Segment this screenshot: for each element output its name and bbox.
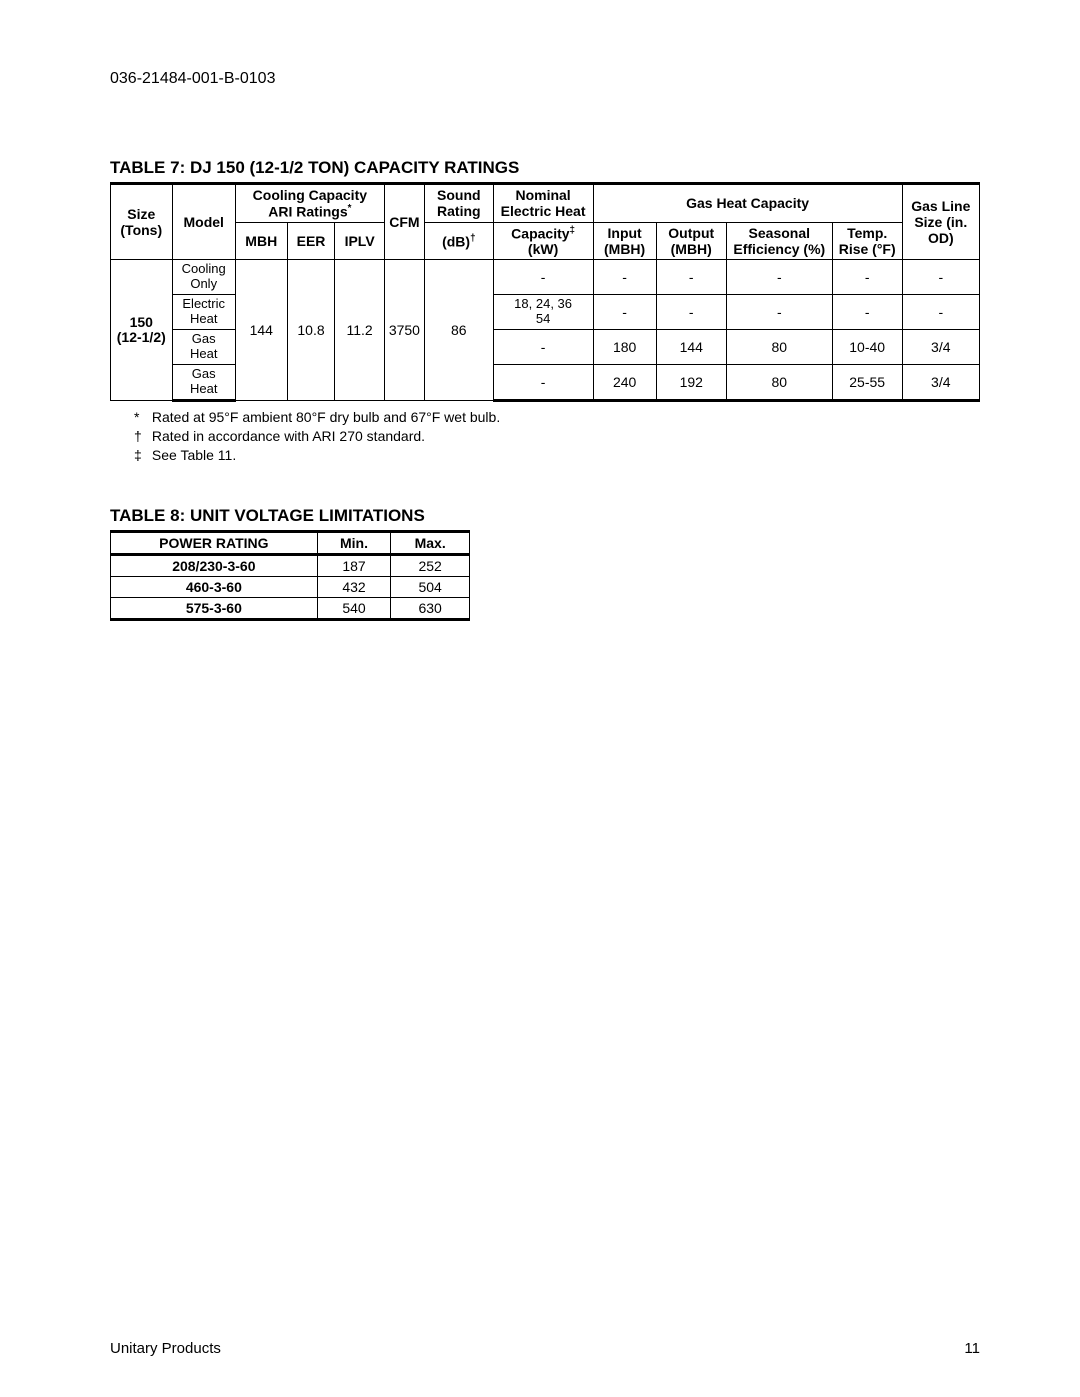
size-cell: 150(12-1/2) (111, 260, 173, 401)
gasline-cell: - (902, 295, 979, 330)
footer-page-number: 11 (964, 1340, 980, 1357)
table-row: 208/230-3-60 187 252 (111, 555, 470, 577)
output-cell: 192 (656, 364, 726, 400)
output-cell: - (656, 295, 726, 330)
sound-cell: 86 (424, 260, 493, 401)
footnote: † Rated in accordance with ARI 270 stand… (134, 427, 980, 446)
col-power-rating: POWER RATING (111, 532, 318, 555)
input-cell: 240 (593, 364, 656, 400)
max-cell: 504 (391, 577, 470, 598)
table-row: 460-3-60 432 504 (111, 577, 470, 598)
col-sound-sub: (dB)† (424, 222, 493, 260)
gasline-cell: 3/4 (902, 330, 979, 365)
col-min: Min. (317, 532, 391, 555)
model-cell: Cooling Only (172, 260, 235, 295)
col-mbh: MBH (235, 222, 287, 260)
table-row: 575-3-60 540 630 (111, 598, 470, 620)
col-sound: Sound Rating (424, 184, 493, 223)
col-model: Model (172, 184, 235, 260)
temp-cell: 10-40 (832, 330, 902, 365)
col-cfm: CFM (384, 184, 424, 260)
min-cell: 432 (317, 577, 391, 598)
col-output: Output (MBH) (656, 222, 726, 260)
seasonal-cell: - (726, 295, 832, 330)
input-cell: - (593, 260, 656, 295)
document-number: 036-21484-001-B-0103 (110, 70, 980, 88)
temp-cell: 25-55 (832, 364, 902, 400)
input-cell: 180 (593, 330, 656, 365)
max-cell: 630 (391, 598, 470, 620)
nominal-cell: - (493, 260, 593, 295)
footnote: ‡ See Table 11. (134, 446, 980, 465)
col-max: Max. (391, 532, 470, 555)
gasline-cell: - (902, 260, 979, 295)
col-cooling-group: Cooling Capacity ARI Ratings* (235, 184, 384, 223)
capacity-ratings-table: Size (Tons) Model Cooling Capacity ARI R… (110, 182, 980, 402)
footer-left: Unitary Products (110, 1340, 221, 1357)
seasonal-cell: 80 (726, 330, 832, 365)
table7-title: TABLE 7: DJ 150 (12-1/2 TON) CAPACITY RA… (110, 158, 980, 178)
min-cell: 187 (317, 555, 391, 577)
col-eer: EER (287, 222, 335, 260)
min-cell: 540 (317, 598, 391, 620)
mbh-cell: 144 (235, 260, 287, 401)
temp-cell: - (832, 295, 902, 330)
col-temp: Temp. Rise (°F) (832, 222, 902, 260)
power-rating-cell: 575-3-60 (111, 598, 318, 620)
col-nominal-sub: Capacity‡(kW) (493, 222, 593, 260)
table8-title: TABLE 8: UNIT VOLTAGE LIMITATIONS (110, 506, 980, 526)
cfm-cell: 3750 (384, 260, 424, 401)
eer-cell: 10.8 (287, 260, 335, 401)
col-seasonal: Seasonal Efficiency (%) (726, 222, 832, 260)
voltage-limitations-table: POWER RATING Min. Max. 208/230-3-60 187 … (110, 530, 470, 621)
footnote: * Rated at 95°F ambient 80°F dry bulb an… (134, 408, 980, 427)
power-rating-cell: 208/230-3-60 (111, 555, 318, 577)
nominal-cell: - (493, 330, 593, 365)
model-cell: Gas Heat (172, 364, 235, 400)
nominal-cell: 18, 24, 3654 (493, 295, 593, 330)
temp-cell: - (832, 260, 902, 295)
col-iplv: IPLV (335, 222, 384, 260)
power-rating-cell: 460-3-60 (111, 577, 318, 598)
output-cell: 144 (656, 330, 726, 365)
max-cell: 252 (391, 555, 470, 577)
model-cell: Gas Heat (172, 330, 235, 365)
output-cell: - (656, 260, 726, 295)
model-cell: Electric Heat (172, 295, 235, 330)
col-nominal: Nominal Electric Heat (493, 184, 593, 223)
col-size: Size (Tons) (111, 184, 173, 260)
seasonal-cell: - (726, 260, 832, 295)
table7-footnotes: * Rated at 95°F ambient 80°F dry bulb an… (134, 408, 980, 465)
seasonal-cell: 80 (726, 364, 832, 400)
nominal-cell: - (493, 364, 593, 400)
iplv-cell: 11.2 (335, 260, 384, 401)
col-gas-group: Gas Heat Capacity (593, 184, 902, 223)
input-cell: - (593, 295, 656, 330)
gasline-cell: 3/4 (902, 364, 979, 400)
col-input: Input (MBH) (593, 222, 656, 260)
table-row: 150(12-1/2) Cooling Only 144 10.8 11.2 3… (111, 260, 980, 295)
col-gasline: Gas Line Size (in. OD) (902, 184, 979, 260)
